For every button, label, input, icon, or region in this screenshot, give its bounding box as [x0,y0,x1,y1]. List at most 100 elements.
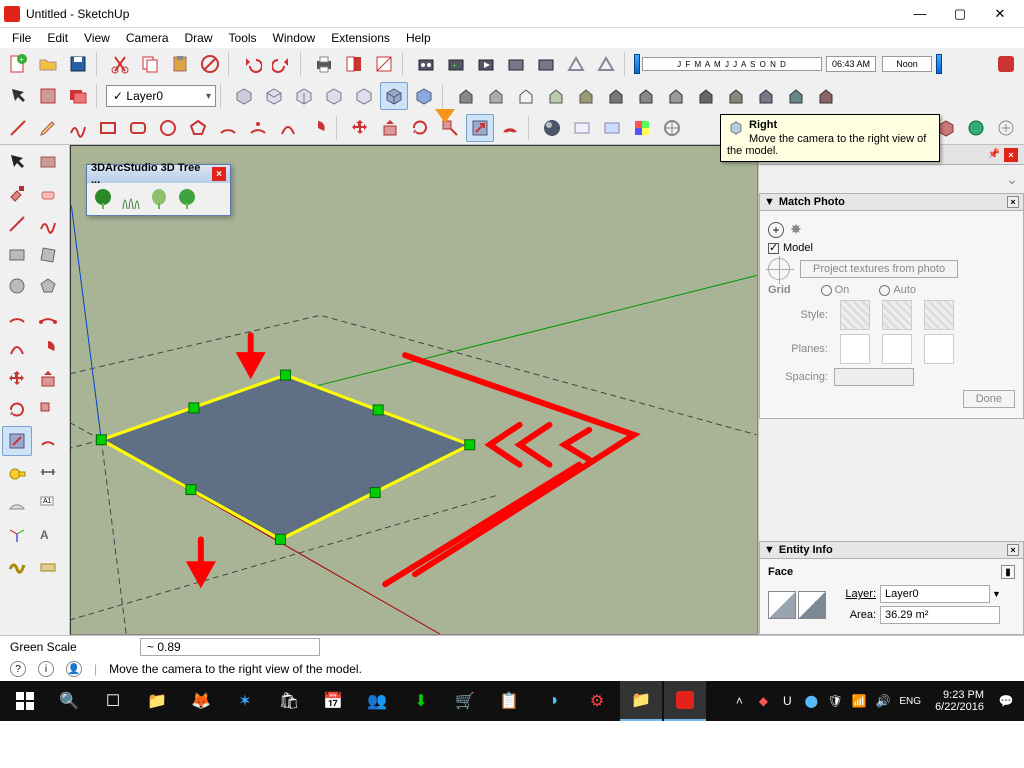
lt-select[interactable] [2,147,32,177]
tb-anim5[interactable] [532,50,560,78]
tb-style-9[interactable] [692,82,720,110]
taskbar-app-explorer[interactable]: 📁 [620,681,662,721]
tray-ico-2[interactable]: U [779,693,795,709]
layer-combo[interactable]: ✓ Layer0 [106,85,216,107]
lt-rotate[interactable] [2,395,32,425]
tray-lang[interactable]: ENG [899,693,921,709]
tb-move[interactable] [346,114,374,142]
menu-window[interactable]: Window [265,29,324,47]
tb-cut[interactable] [106,50,134,78]
btn-done[interactable]: Done [963,390,1015,408]
tray-network[interactable]: 📶 [851,693,867,709]
lt-pie[interactable] [33,333,63,363]
face-back-thumb[interactable] [798,591,826,619]
tb-render2[interactable] [568,114,596,142]
menu-draw[interactable]: Draw [177,29,221,47]
lt-paint[interactable] [2,178,32,208]
radio-grid-auto[interactable] [879,285,890,296]
lt-sb1[interactable] [2,550,32,580]
taskbar-app-9[interactable]: 📋 [488,681,530,721]
tray-chevron[interactable]: ˄ [731,693,747,709]
tb-style-12[interactable] [782,82,810,110]
tb-save[interactable] [64,50,92,78]
new-photo-icon[interactable]: + [768,222,784,238]
lt-line[interactable] [2,209,32,239]
menu-extensions[interactable]: Extensions [323,29,398,47]
chk-model[interactable] [768,243,779,254]
tb-pushpull[interactable] [376,114,404,142]
tray-pin-icon[interactable]: 📌 [988,149,1000,160]
tree-icon-1[interactable] [91,187,115,211]
tb-offset[interactable] [496,114,524,142]
tb-print[interactable] [310,50,338,78]
tb-style-11[interactable] [752,82,780,110]
lt-text[interactable]: A1 [33,488,63,518]
shadow-indicator[interactable] [634,54,640,74]
tb-poly[interactable] [184,114,212,142]
taskbar-app-4[interactable]: 🛍 [268,681,310,721]
lt-offset[interactable] [33,426,63,456]
maximize-button[interactable]: ▢ [940,0,980,28]
tray-volume[interactable]: 🔊 [875,693,891,709]
tb-rrect[interactable] [124,114,152,142]
entity-layer-field[interactable]: Layer0 [880,585,990,603]
tb-ext3[interactable] [962,114,990,142]
menu-view[interactable]: View [76,29,118,47]
tb-anim6[interactable] [562,50,590,78]
close-button[interactable]: ✕ [980,0,1020,28]
tray-scroll-down[interactable]: ⌄ [1006,171,1018,188]
menu-file[interactable]: File [4,29,39,47]
plugin-panel-title[interactable]: 3DArcStudio 3D Tree ... × [87,165,230,183]
tb-view-iso[interactable] [230,82,258,110]
tb-view-front[interactable] [290,82,318,110]
lt-arc[interactable] [2,302,32,332]
spacing-field[interactable] [834,368,914,386]
taskbar-app-7[interactable]: ⬇ [400,681,442,721]
lt-pushpull[interactable] [33,364,63,394]
taskbar-search[interactable]: 🔍 [48,681,90,721]
tb-free[interactable] [64,114,92,142]
lt-dims[interactable] [33,457,63,487]
tb-rotate[interactable] [406,114,434,142]
start-button[interactable] [4,681,46,721]
tb-view-left[interactable] [380,82,408,110]
tb-undo[interactable] [238,50,266,78]
tb-style-2[interactable] [482,82,510,110]
tb-pencil[interactable] [34,114,62,142]
tb-anim4[interactable] [502,50,530,78]
tb-view-bottom[interactable] [410,82,438,110]
tree-icon-4[interactable] [175,187,199,211]
panel-entity-close[interactable]: × [1007,544,1019,556]
lt-arc3p[interactable] [2,333,32,363]
tb-view-top[interactable] [260,82,288,110]
target-icon[interactable] [768,258,790,280]
tb-arc1[interactable] [214,114,242,142]
tray-close[interactable]: × [1004,148,1018,162]
tb-render3[interactable] [598,114,626,142]
tb-comp[interactable] [34,82,62,110]
vcb-field[interactable]: ~ 0.89 [140,638,320,656]
style-ico-3[interactable] [924,300,954,330]
tb-style-7[interactable] [632,82,660,110]
tb-rect[interactable] [94,114,122,142]
tray-ico-1[interactable]: ◆ [755,693,771,709]
face-front-thumb[interactable] [768,591,796,619]
lt-comp[interactable] [33,147,63,177]
lt-poly[interactable] [33,271,63,301]
tb-render1[interactable] [538,114,566,142]
gear-icon[interactable]: ✸ [790,221,802,238]
panel-match-photo-close[interactable]: × [1007,196,1019,208]
tb-open[interactable] [34,50,62,78]
tree-icon-3[interactable] [147,187,171,211]
tb-style-5[interactable] [572,82,600,110]
style-ico-1[interactable] [840,300,870,330]
menu-tools[interactable]: Tools [221,29,265,47]
taskbar-app-10[interactable]: ◑ [532,681,574,721]
lt-tape[interactable] [2,457,32,487]
taskbar-clock[interactable]: 9:23 PM 6/22/2016 [929,689,990,713]
taskbar-app-11[interactable]: ⚙ [576,681,618,721]
tb-sel[interactable] [4,82,32,110]
style-ico-2[interactable] [882,300,912,330]
planes-ico-1[interactable] [840,334,870,364]
tb-erase[interactable] [196,50,224,78]
